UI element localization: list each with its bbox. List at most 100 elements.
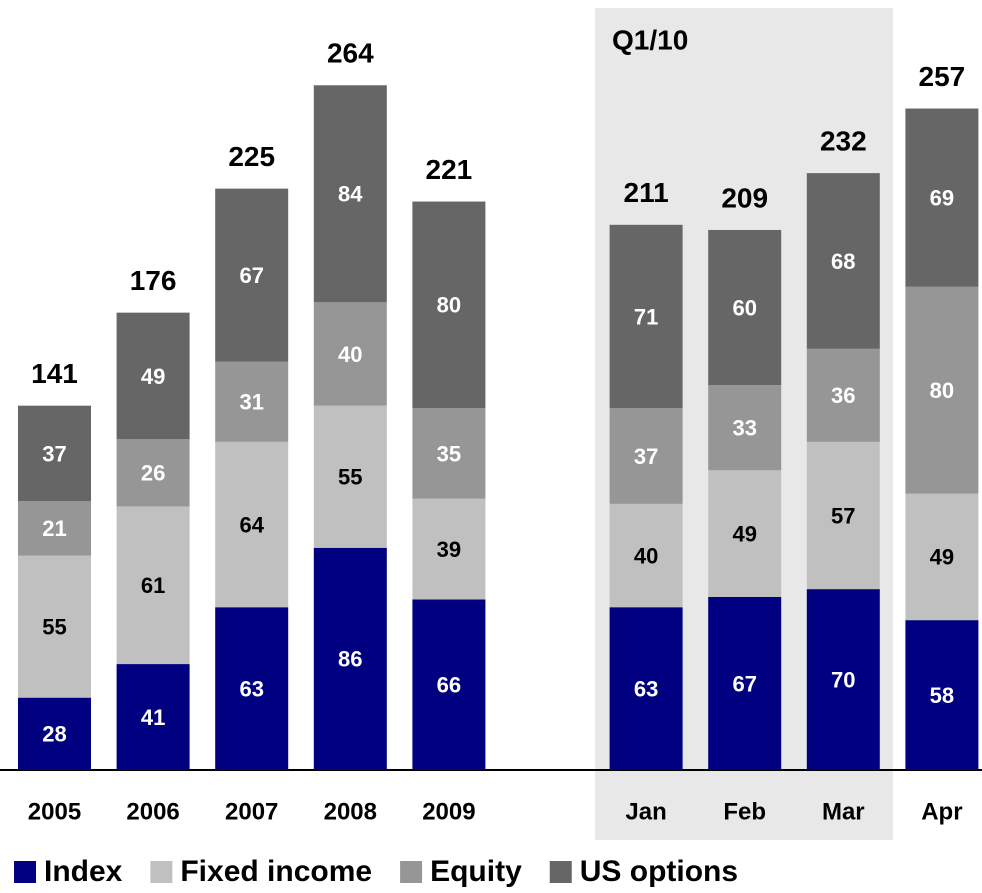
total-label: 209 <box>721 182 768 213</box>
bar-segment <box>116 506 190 665</box>
bar-segment <box>905 620 979 770</box>
legend-label: Fixed income <box>180 855 372 888</box>
bar-segment <box>708 596 782 770</box>
bar-segment <box>215 188 289 362</box>
bar-segment <box>215 441 289 608</box>
value-label: 37 <box>634 444 658 469</box>
bar-segment <box>806 173 880 349</box>
bar-segment <box>313 405 387 548</box>
annotation: Q1/10 <box>612 24 688 55</box>
value-label: 84 <box>338 182 363 207</box>
value-label: 37 <box>42 441 66 466</box>
x-tick-label: 2009 <box>422 798 475 825</box>
value-label: 64 <box>239 512 264 537</box>
legend-swatch <box>549 861 572 883</box>
bar-segment <box>806 589 880 770</box>
bar-segment <box>313 302 387 406</box>
total-label: 232 <box>820 126 867 157</box>
total-label: 176 <box>130 265 177 296</box>
bar-segment <box>412 201 486 409</box>
value-label: 86 <box>338 647 362 672</box>
bar-segment <box>708 470 782 597</box>
bar-segment <box>412 599 486 770</box>
value-label: 49 <box>930 545 954 570</box>
bar-segment <box>116 312 190 440</box>
value-label: 31 <box>239 390 263 415</box>
bar-segment <box>905 493 979 621</box>
bar-segment <box>609 224 683 409</box>
bar-segment <box>708 229 782 385</box>
value-label: 36 <box>831 383 855 408</box>
x-tick-label: 2007 <box>225 798 278 825</box>
bar-segment <box>905 108 979 287</box>
legend-swatch <box>150 861 173 883</box>
legend-swatch <box>14 861 36 883</box>
bar-segment <box>215 361 289 442</box>
value-label: 68 <box>831 249 855 274</box>
bar-segment <box>116 439 190 507</box>
bar-segment <box>609 503 683 608</box>
total-label: 141 <box>31 358 78 389</box>
value-label: 63 <box>634 676 658 701</box>
x-tick-label: Feb <box>723 798 766 825</box>
value-label: 49 <box>732 521 756 546</box>
value-label: 57 <box>831 503 855 528</box>
total-label: 257 <box>919 61 966 92</box>
bar-segment <box>313 85 387 303</box>
legend-label: US options <box>580 855 738 888</box>
value-label: 66 <box>437 673 461 698</box>
value-label: 55 <box>42 614 66 639</box>
bar-segment <box>806 441 880 590</box>
value-label: 26 <box>141 461 165 486</box>
value-label: 33 <box>732 415 756 440</box>
bar-segment <box>215 607 289 770</box>
bar-segment <box>905 286 979 494</box>
total-label: 211 <box>624 177 669 208</box>
value-label: 41 <box>141 705 165 730</box>
value-label: 58 <box>930 683 954 708</box>
bar-segment <box>412 408 486 499</box>
value-label: 63 <box>239 676 263 701</box>
total-label: 221 <box>426 154 473 185</box>
bar-segment <box>609 607 683 770</box>
total-label: 264 <box>327 38 374 69</box>
bar-segment <box>18 405 91 502</box>
legend-swatch <box>400 861 423 883</box>
value-label: 69 <box>930 185 954 210</box>
x-tick-label: 2005 <box>28 798 81 825</box>
value-label: 55 <box>338 465 362 490</box>
value-label: 67 <box>732 671 756 696</box>
value-label: 21 <box>42 516 66 541</box>
bar-segment <box>18 555 91 698</box>
x-tick-label: 2006 <box>126 798 179 825</box>
total-label: 225 <box>228 141 275 172</box>
value-label: 71 <box>634 304 658 329</box>
bar-segment <box>412 498 486 600</box>
legend-label: Index <box>44 855 123 888</box>
x-tick-label: 2008 <box>324 798 377 825</box>
value-label: 67 <box>239 263 263 288</box>
bar-segment <box>313 547 387 770</box>
value-label: 39 <box>437 537 461 562</box>
value-label: 61 <box>141 573 165 598</box>
bar-segment <box>116 664 190 770</box>
x-tick-label: Jan <box>625 798 666 825</box>
x-tick-label: Apr <box>921 798 962 825</box>
bar-segment <box>609 408 683 504</box>
value-label: 28 <box>42 722 66 747</box>
bar-segment <box>18 697 91 770</box>
value-label: 40 <box>338 342 362 367</box>
value-label: 60 <box>732 295 756 320</box>
x-tick-label: Mar <box>822 798 865 825</box>
legend-label: Equity <box>430 855 522 888</box>
value-label: 35 <box>437 441 461 466</box>
bar-segment <box>806 348 880 442</box>
value-label: 70 <box>831 667 855 692</box>
value-label: 49 <box>141 364 165 389</box>
bar-segment <box>18 501 91 556</box>
value-label: 80 <box>437 293 461 318</box>
value-label: 40 <box>634 543 658 568</box>
value-label: 80 <box>930 378 954 403</box>
bar-segment <box>708 385 782 471</box>
